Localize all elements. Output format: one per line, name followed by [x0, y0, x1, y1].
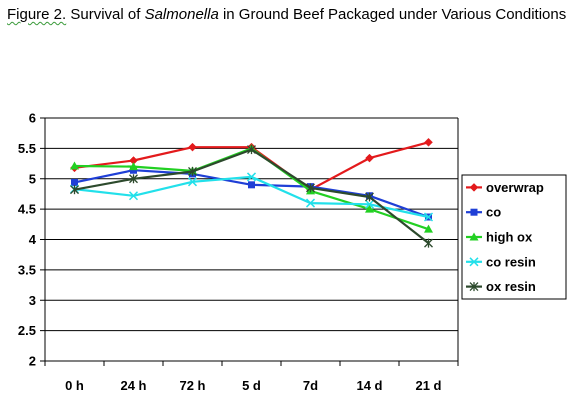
legend-swatch-marker — [469, 183, 479, 192]
legend-label: ox resin — [486, 279, 536, 294]
title-text-before: Survival of — [66, 6, 145, 23]
data-point-co-resin — [187, 177, 198, 187]
data-point-high-ox — [70, 161, 79, 170]
data-point-co — [130, 166, 137, 174]
y-tick-label: 5 — [29, 171, 36, 186]
legend-item-co-resin: co resin — [466, 254, 536, 269]
legend-swatch-marker — [469, 282, 479, 292]
y-tick-label: 5.5 — [18, 141, 36, 156]
data-point-ox-resin — [424, 238, 433, 248]
legend-label: high ox — [486, 230, 533, 245]
legend-swatch-marker — [470, 208, 478, 216]
x-tick-label: 24 h — [120, 378, 146, 393]
data-point-co-resin — [305, 198, 316, 208]
x-tick-label: 0 h — [65, 378, 84, 393]
data-point-overwrap — [188, 142, 197, 152]
data-point-ox-resin — [365, 192, 374, 202]
x-tick-label: 14 d — [356, 378, 382, 393]
data-point-co — [71, 178, 78, 186]
y-tick-label: 4.5 — [18, 202, 36, 217]
legend-item-ox-resin: ox resin — [466, 279, 536, 294]
x-tick-label: 5 d — [242, 378, 261, 393]
data-point-ox-resin — [70, 185, 79, 195]
legend-item-overwrap: overwrap — [466, 180, 544, 195]
x-tick-label: 21 d — [415, 378, 441, 393]
data-point-co-resin — [128, 191, 139, 201]
data-point-overwrap — [365, 153, 374, 163]
data-point-co-resin — [246, 172, 257, 182]
data-point-ox-resin — [247, 145, 256, 155]
x-tick-label: 72 h — [179, 378, 205, 393]
y-tick-label: 3.5 — [18, 262, 36, 277]
chart-title: Figure 2. Survival of Salmonella in Grou… — [7, 5, 577, 24]
legend-label: overwrap — [486, 180, 544, 195]
y-tick-label: 6 — [29, 111, 36, 126]
data-point-high-ox — [129, 162, 138, 171]
data-point-high-ox — [365, 204, 374, 213]
data-point-co-resin — [423, 212, 434, 222]
legend-item-co: co — [466, 205, 501, 220]
data-point-co-resin — [364, 199, 375, 209]
legend-swatch-marker — [469, 232, 479, 241]
legend-item-high-ox: high ox — [466, 230, 533, 245]
y-tick-label: 4 — [29, 232, 37, 247]
data-point-ox-resin — [188, 166, 197, 176]
figure-label: Figure 2. — [7, 6, 67, 23]
legend-swatch-marker — [469, 257, 479, 267]
legend-label: co resin — [486, 254, 536, 269]
title-italic-organism: Salmonella — [144, 6, 219, 23]
data-point-overwrap — [424, 137, 433, 147]
data-point-ox-resin — [129, 174, 138, 184]
data-point-ox-resin — [306, 183, 315, 193]
y-tick-label: 2 — [29, 354, 36, 369]
legend-label: co — [486, 205, 501, 220]
title-text-after: in Ground Beef Packaged under Various Co… — [218, 6, 567, 23]
data-point-co — [248, 181, 255, 189]
y-tick-label: 2.5 — [18, 323, 36, 338]
x-tick-label: 7d — [303, 378, 318, 393]
y-tick-label: 3 — [29, 293, 36, 308]
data-point-high-ox — [424, 224, 433, 233]
